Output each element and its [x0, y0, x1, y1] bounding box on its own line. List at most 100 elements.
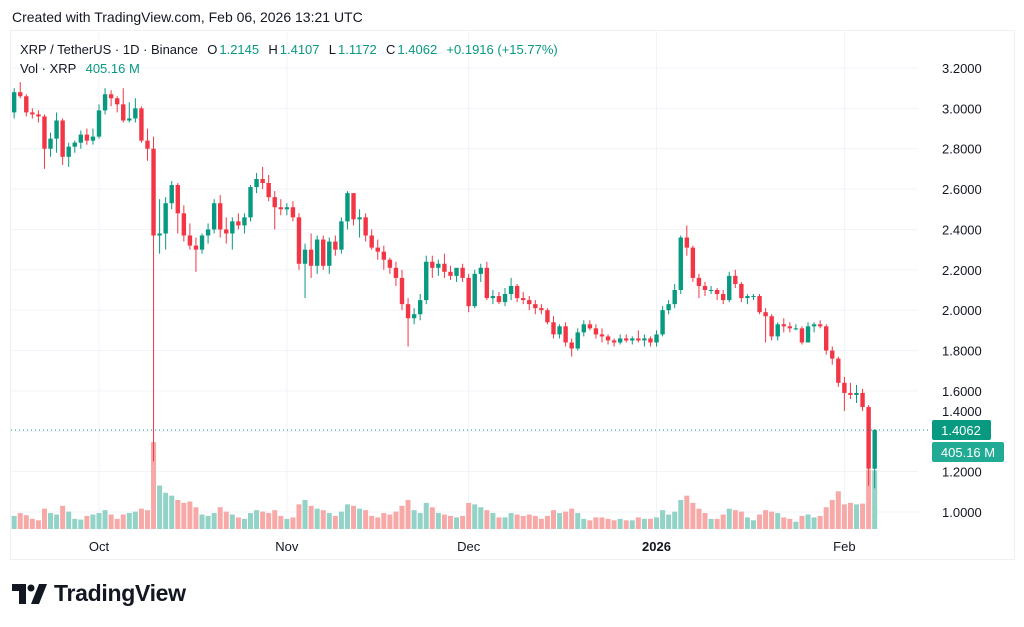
volume-bar [157, 485, 163, 529]
volume-bar [399, 505, 405, 529]
candle-body [484, 267, 490, 299]
volume-bar [520, 515, 526, 529]
volume-bar [641, 518, 647, 529]
candle-body [230, 221, 235, 234]
volume-bar [551, 510, 556, 529]
candle-body [187, 235, 193, 246]
candle-body [502, 294, 508, 303]
volume-bar [108, 514, 114, 529]
volume-bar [708, 518, 714, 529]
candle-body [848, 392, 853, 395]
candle-body [690, 247, 696, 278]
volume-bar [72, 518, 78, 529]
candle-body [254, 179, 259, 188]
volume-bar [163, 492, 169, 529]
volume-label[interactable]: Vol · XRP [20, 61, 77, 76]
volume-bar [799, 515, 805, 529]
candle-body [139, 108, 144, 141]
candle-body [151, 148, 156, 236]
volume-bar [605, 518, 611, 529]
time-tick-label: Oct [89, 539, 110, 554]
candle-body [636, 338, 641, 341]
volume-bar [532, 515, 538, 529]
candle-body [642, 338, 647, 341]
symbol-label[interactable]: XRP / TetherUS · 1D · Binance [20, 42, 198, 57]
candle-body [666, 304, 671, 311]
candle-body [769, 316, 774, 337]
candle-body [327, 241, 332, 266]
legend-volume-row: Vol · XRP 405.16 M [20, 59, 560, 78]
volume-bar [841, 504, 847, 529]
candle-body [175, 185, 180, 214]
volume-bar [35, 520, 41, 529]
volume-bar [502, 517, 508, 529]
time-tick-label: Nov [275, 539, 299, 554]
candle-body [757, 296, 762, 313]
candle-body [514, 285, 520, 299]
last-price-label: 1.4062 [941, 423, 981, 438]
volume-bar [714, 518, 720, 529]
candle-body [145, 140, 150, 149]
candle-body [466, 277, 471, 307]
volume-bar [17, 513, 23, 529]
volume-bar [175, 500, 181, 529]
tradingview-logo[interactable]: TradingView [12, 580, 186, 607]
brand-name: TradingView [54, 580, 186, 606]
volume-bar [235, 517, 241, 529]
volume-bar [823, 507, 829, 529]
volume-bar [229, 514, 235, 529]
volume-bar [478, 507, 484, 529]
candle-body [460, 267, 465, 278]
candle-body [72, 142, 77, 147]
volume-bar [654, 517, 660, 529]
volume-bar [290, 517, 296, 529]
candle-body [708, 290, 714, 291]
volume-bar [617, 518, 623, 529]
volume-bar [144, 510, 150, 529]
candle-body [605, 336, 611, 341]
volume-bar [623, 520, 629, 529]
volume-bar [217, 507, 223, 529]
candle-body [508, 285, 514, 295]
candle-body [357, 217, 362, 220]
candle-body [533, 304, 538, 309]
open-value: 1.2145 [219, 42, 260, 57]
candle-body [545, 310, 550, 323]
candle-body [169, 185, 174, 204]
volume-bar [296, 504, 302, 529]
volume-bar [284, 518, 290, 529]
volume-bar [120, 514, 126, 529]
candle-body [181, 213, 187, 236]
volume-bar [169, 495, 175, 529]
volume-value: 405.16 M [85, 61, 140, 76]
candle-body [272, 197, 277, 208]
candle-body [290, 207, 296, 218]
volume-bar [41, 508, 47, 529]
candle-body [860, 392, 865, 408]
candle-body [581, 324, 586, 333]
candle-body [490, 296, 496, 299]
volume-bar [763, 510, 769, 529]
volume-bar [563, 511, 569, 529]
candle-body [411, 314, 417, 319]
volume-bar [490, 513, 496, 529]
volume-bar [211, 513, 217, 529]
volume-bar [817, 515, 823, 529]
volume-bar [496, 517, 502, 529]
candle-body [96, 110, 102, 137]
price-tick-label: 2.6000 [942, 182, 982, 197]
volume-bar [181, 502, 187, 529]
volume-bar [248, 513, 253, 529]
volume-bar [138, 508, 144, 529]
volume-bar [611, 520, 617, 529]
candle-body [539, 308, 544, 311]
candle-body [387, 259, 393, 268]
price-tick-label: 3.0000 [942, 101, 982, 116]
candle-body [727, 275, 732, 301]
candle-body [775, 324, 780, 337]
volume-bar [460, 515, 466, 529]
candle-body [308, 249, 314, 266]
volume-bar [423, 502, 429, 529]
volume-bar [84, 515, 90, 529]
